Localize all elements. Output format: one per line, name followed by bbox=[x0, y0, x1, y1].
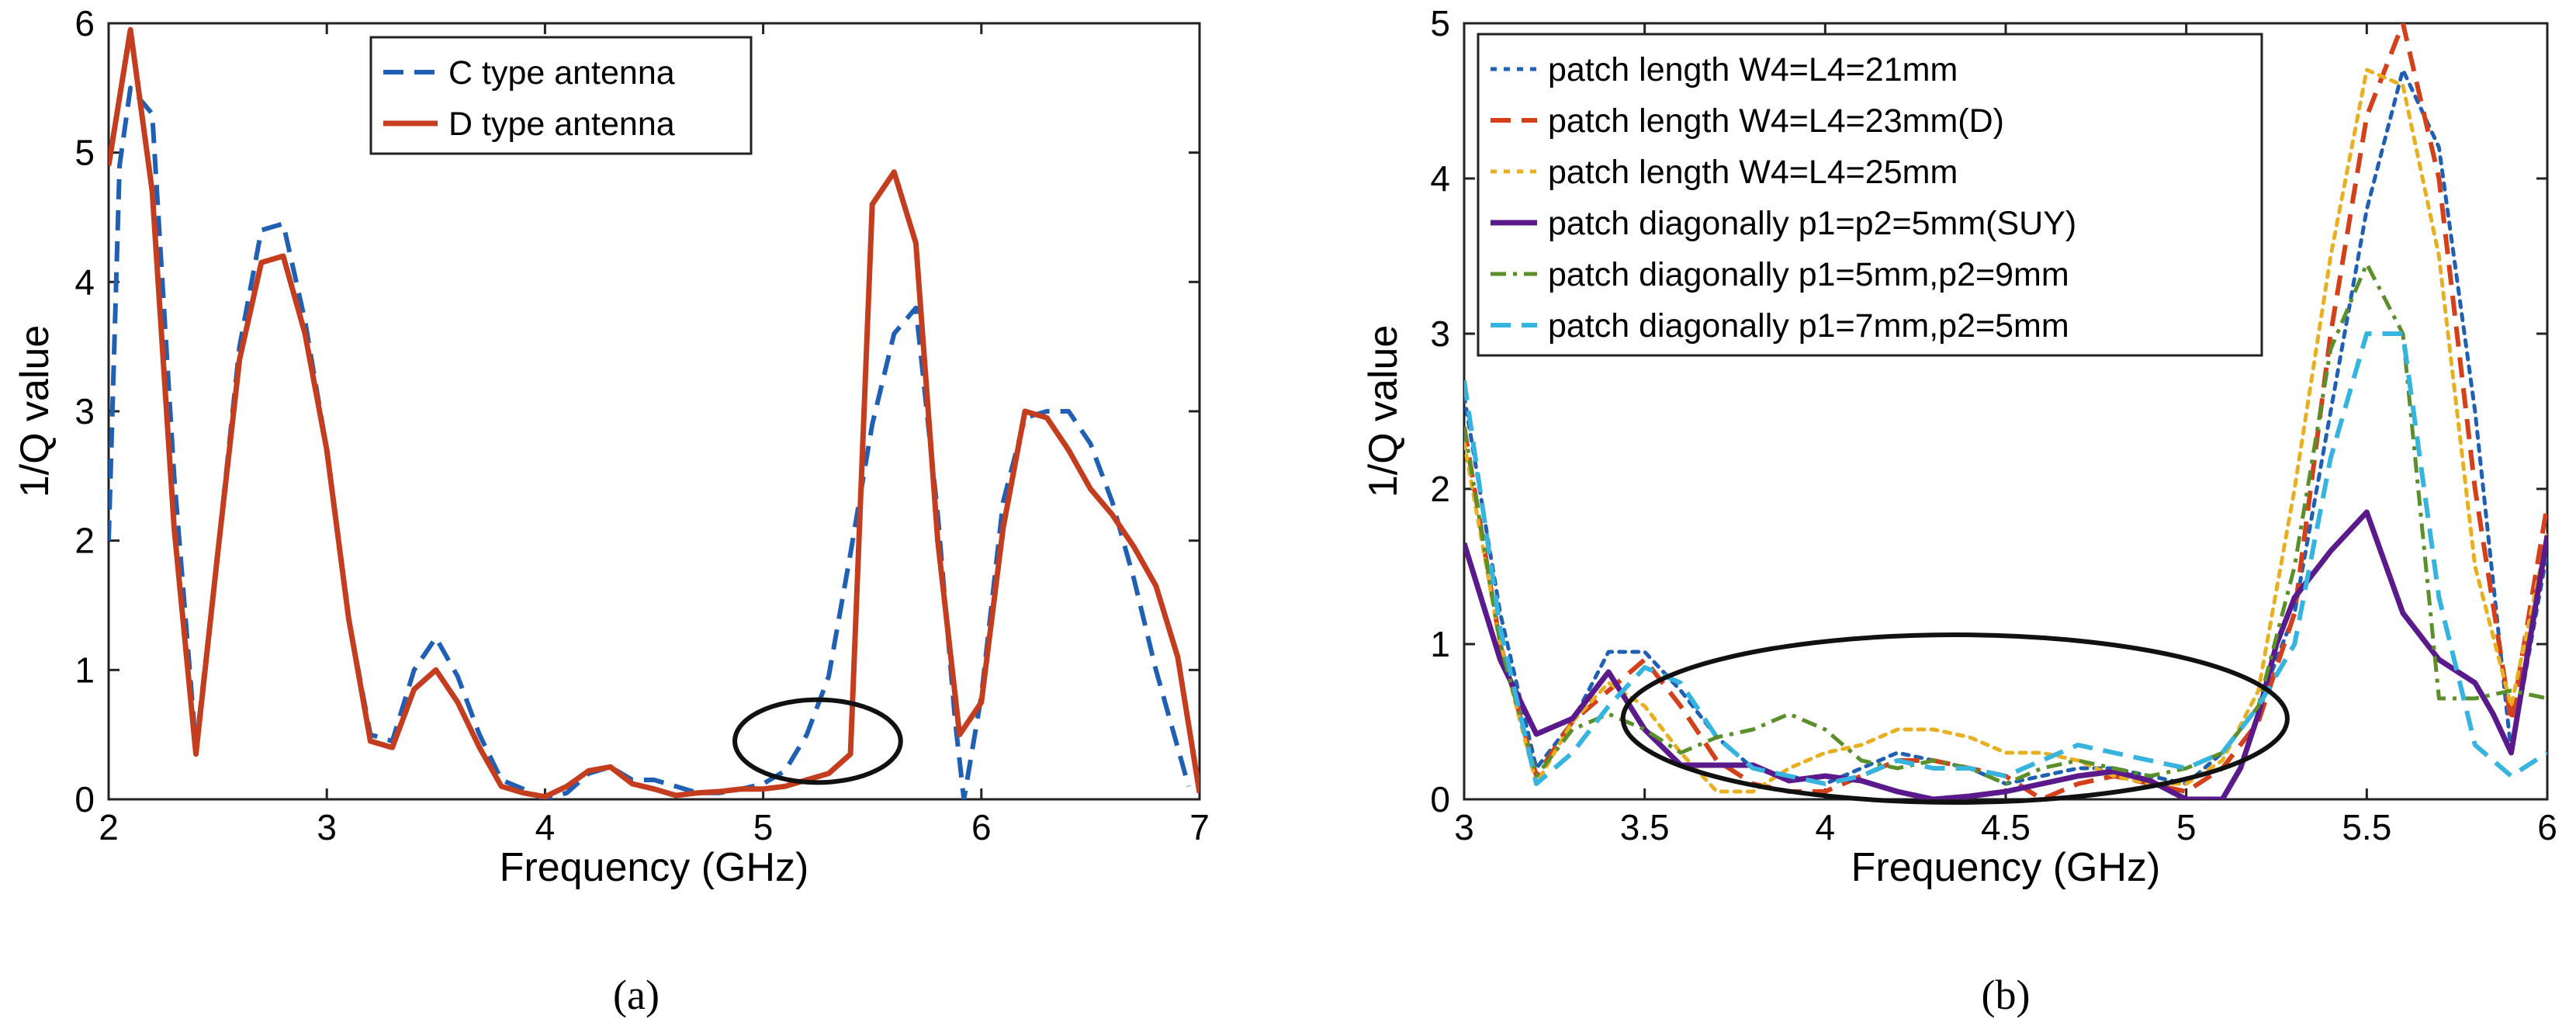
series-line-1 bbox=[109, 85, 1191, 799]
x-tick-label: 2 bbox=[99, 807, 119, 847]
panel-a-tick-labels: 2 3 4 5 6 7 0 1 2 3 4 5 6 bbox=[74, 3, 1209, 847]
legend-label: D type antenna bbox=[448, 106, 675, 143]
x-tick-label: 5 bbox=[753, 807, 774, 847]
panel-b-caption: (b) bbox=[1982, 972, 2031, 1018]
x-tick-label: 3 bbox=[1454, 807, 1474, 847]
series-line-2 bbox=[109, 26, 1200, 799]
panel-a-series bbox=[109, 26, 1200, 799]
panel-b-y-axis-title: 1/Q value bbox=[1361, 325, 1406, 498]
panel-a-annotations bbox=[732, 697, 903, 785]
legend-label: patch length W4=L4=23mm(D) bbox=[1548, 102, 2004, 140]
y-tick-label: 5 bbox=[1430, 3, 1450, 43]
y-tick-label: 2 bbox=[1430, 469, 1450, 509]
x-tick-label: 3 bbox=[317, 807, 337, 847]
legend-box bbox=[1477, 33, 2263, 357]
panel-a-legend: C type antenna D type antenna bbox=[369, 36, 753, 155]
panel-b-legend: patch length W4=L4=21mm patch length W4=L… bbox=[1477, 33, 2263, 357]
panel-a-x-axis-title: Frequency (GHz) bbox=[500, 845, 809, 890]
y-tick-label: 0 bbox=[74, 779, 95, 819]
y-tick-label: 0 bbox=[1430, 779, 1450, 819]
legend-label: patch diagonally p1=5mm,p2=9mm bbox=[1548, 256, 2069, 293]
panel-b: 3 3.5 4 4.5 5 5.5 6 0 1 2 3 4 5 patch length W4=L4=2… bbox=[1361, 3, 2557, 1018]
series-line-6 bbox=[1464, 331, 2547, 786]
y-tick-label: 6 bbox=[74, 3, 95, 43]
y-tick-label: 1 bbox=[74, 650, 95, 690]
panel-b-x-axis-title: Frequency (GHz) bbox=[1851, 845, 2161, 890]
highlight-ellipse bbox=[1620, 632, 2290, 805]
x-tick-label: 5.5 bbox=[2342, 807, 2391, 847]
y-tick-label: 4 bbox=[1430, 158, 1450, 199]
y-tick-label: 5 bbox=[74, 133, 95, 173]
panel-a-caption: (a) bbox=[613, 972, 660, 1018]
panel-b-series bbox=[1464, 23, 2547, 799]
legend-label: patch length W4=L4=21mm bbox=[1548, 51, 1958, 88]
legend-label: patch length W4=L4=25mm bbox=[1548, 154, 1958, 191]
panel-b-annotations bbox=[1620, 632, 2290, 805]
panel-a: 2 3 4 5 6 7 0 1 2 3 4 5 6 C type antenna D type anten… bbox=[12, 3, 1210, 1018]
y-tick-label: 2 bbox=[74, 521, 95, 561]
y-tick-label: 3 bbox=[1430, 314, 1450, 354]
legend-label: C type antenna bbox=[448, 54, 675, 92]
panel-a-y-axis-title: 1/Q value bbox=[12, 325, 57, 498]
x-tick-label: 6 bbox=[971, 807, 992, 847]
legend-label: patch diagonally p1=p2=5mm(SUY) bbox=[1548, 205, 2076, 242]
x-tick-label: 4 bbox=[1816, 807, 1836, 847]
panel-b-tick-labels: 3 3.5 4 4.5 5 5.5 6 0 1 2 3 4 5 bbox=[1430, 3, 2557, 847]
series-line-3 bbox=[1464, 68, 2547, 794]
legend-label: patch diagonally p1=7mm,p2=5mm bbox=[1548, 307, 2069, 345]
x-tick-label: 4.5 bbox=[1981, 807, 2031, 847]
highlight-ellipse bbox=[732, 697, 903, 785]
y-tick-label: 4 bbox=[74, 262, 95, 302]
x-tick-label: 4 bbox=[535, 807, 556, 847]
legend-box bbox=[369, 36, 753, 155]
y-tick-label: 1 bbox=[1430, 624, 1450, 664]
x-tick-label: 7 bbox=[1189, 807, 1210, 847]
x-tick-label: 5 bbox=[2176, 807, 2197, 847]
series-line-5 bbox=[1464, 262, 2547, 786]
y-tick-label: 3 bbox=[74, 391, 95, 431]
x-tick-label: 3.5 bbox=[1620, 807, 1670, 847]
x-tick-label: 6 bbox=[2537, 807, 2557, 847]
series-line-4 bbox=[1464, 509, 2547, 799]
